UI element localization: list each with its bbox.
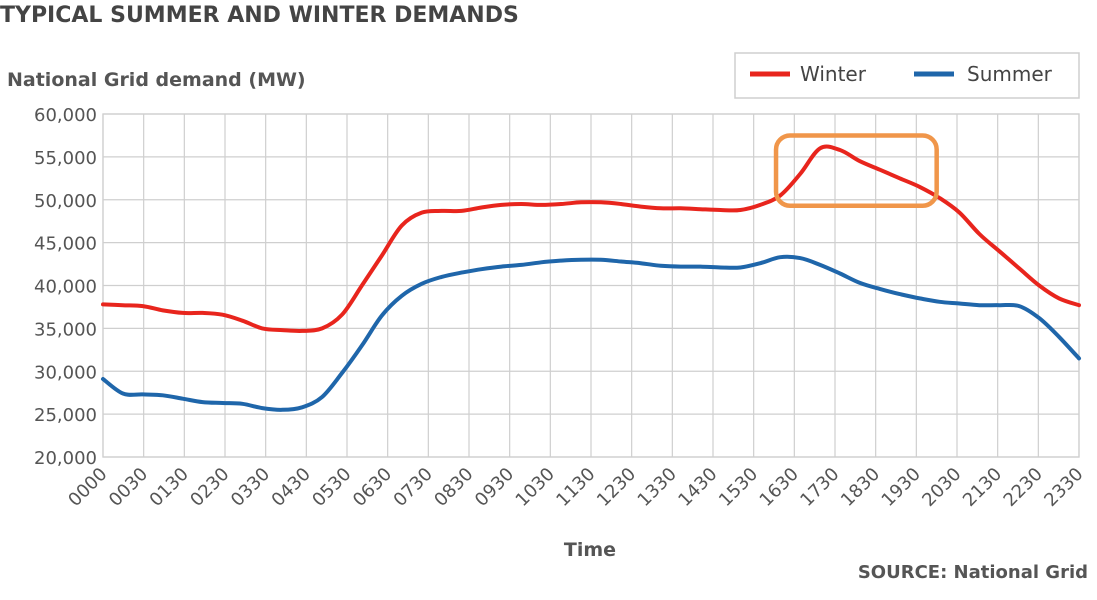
y-tick-label: 30,000 [34,362,97,383]
x-tick-label: 0830 [430,464,477,511]
x-tick-label: 2330 [1040,464,1087,511]
x-tick-label: 0630 [349,464,396,511]
highlight-box [773,133,939,209]
series-line-winter [101,144,1081,333]
x-tick-label: 0930 [471,464,518,511]
series-line-summer [101,254,1081,412]
x-axis-label: Time [564,539,616,561]
source-note: SOURCE: National Grid [858,562,1088,583]
x-tick-label: 0130 [146,464,193,511]
x-tick-label: 0230 [186,464,233,511]
grid [102,113,1080,458]
x-tick-label: 2130 [959,464,1006,511]
y-axis-label: National Grid demand (MW) [7,69,306,91]
x-tick-label: 1930 [878,464,925,511]
x-tick-labels: 0000003001300230033004300530063007300830… [64,464,1087,511]
y-tick-label: 50,000 [34,191,97,212]
legend: Winter Summer [734,52,1080,99]
x-tick-label: 1830 [837,464,884,511]
x-tick-label: 0030 [105,464,152,511]
x-tick-label: 1630 [756,464,803,511]
x-tick-label: 1230 [593,464,640,511]
x-tick-label: 1330 [634,464,681,511]
x-tick-label: 1030 [512,464,559,511]
y-tick-label: 25,000 [34,405,97,426]
y-tick-label: 40,000 [34,277,97,298]
x-tick-label: 1130 [552,464,599,511]
legend-box [734,52,1080,99]
legend-winter-label: Winter [800,62,867,86]
x-tick-label: 0730 [390,464,437,511]
y-tick-label: 45,000 [34,234,97,255]
y-tick-label: 55,000 [34,148,97,169]
peak-highlight-rect [773,133,939,209]
y-tick-label: 35,000 [34,319,97,340]
chart-title: TYPICAL SUMMER AND WINTER DEMANDS [0,3,519,28]
y-tick-labels: 20,000 25,000 30,000 35,000 40,000 45,000 50,0… [34,105,97,469]
x-tick-label: 2230 [1000,464,1047,511]
legend-summer-label: Summer [967,62,1053,86]
series-lines [101,144,1081,412]
y-tick-label: 20,000 [34,448,97,469]
x-tick-label: 0000 [64,464,111,511]
x-tick-label: 2030 [918,464,965,511]
x-tick-label: 0330 [227,464,274,511]
x-tick-label: 1430 [674,464,721,511]
y-tick-label: 60,000 [34,105,97,126]
x-tick-label: 1530 [715,464,762,511]
x-tick-label: 1730 [796,464,843,511]
x-tick-label: 0530 [308,464,355,511]
x-tick-label: 0430 [268,464,315,511]
